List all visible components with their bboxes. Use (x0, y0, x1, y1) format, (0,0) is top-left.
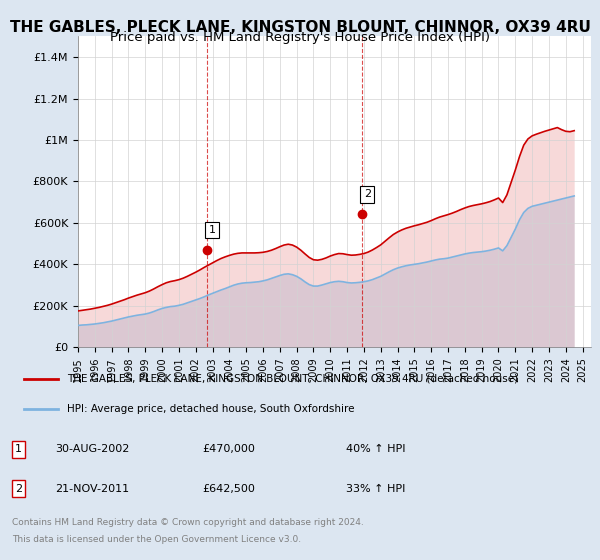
Text: £470,000: £470,000 (202, 445, 255, 454)
Text: 1: 1 (209, 225, 215, 235)
Text: THE GABLES, PLECK LANE, KINGSTON BLOUNT, CHINNOR, OX39 4RU (detached house): THE GABLES, PLECK LANE, KINGSTON BLOUNT,… (67, 374, 518, 384)
Text: £642,500: £642,500 (202, 484, 255, 493)
Text: 1: 1 (15, 445, 22, 454)
Text: This data is licensed under the Open Government Licence v3.0.: This data is licensed under the Open Gov… (12, 535, 301, 544)
Text: 33% ↑ HPI: 33% ↑ HPI (346, 484, 406, 493)
Text: 40% ↑ HPI: 40% ↑ HPI (346, 445, 406, 454)
Text: 30-AUG-2002: 30-AUG-2002 (55, 445, 130, 454)
Text: HPI: Average price, detached house, South Oxfordshire: HPI: Average price, detached house, Sout… (67, 404, 354, 414)
Text: Price paid vs. HM Land Registry's House Price Index (HPI): Price paid vs. HM Land Registry's House … (110, 31, 490, 44)
Text: 21-NOV-2011: 21-NOV-2011 (55, 484, 130, 493)
Text: 2: 2 (364, 189, 371, 199)
Text: 2: 2 (15, 484, 22, 493)
Text: THE GABLES, PLECK LANE, KINGSTON BLOUNT, CHINNOR, OX39 4RU: THE GABLES, PLECK LANE, KINGSTON BLOUNT,… (10, 20, 590, 35)
Text: Contains HM Land Registry data © Crown copyright and database right 2024.: Contains HM Land Registry data © Crown c… (12, 518, 364, 527)
